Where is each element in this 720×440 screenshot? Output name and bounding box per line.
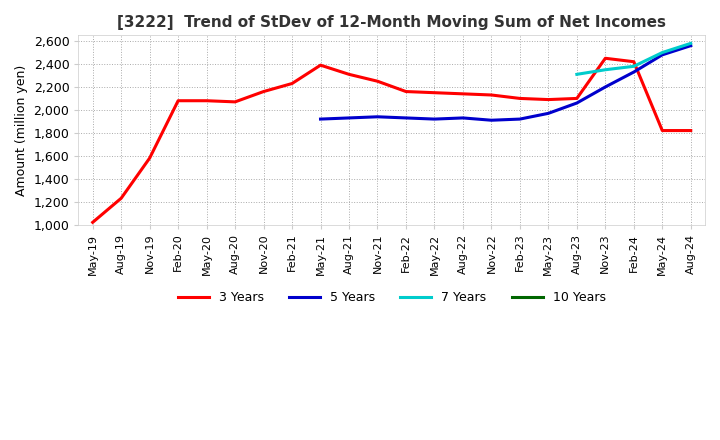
3 Years [89,220,97,225]
5 Years [544,111,553,116]
5 Years [316,117,325,122]
3 Years [601,55,610,61]
3 Years [174,98,182,103]
Title: [3222]  Trend of StDev of 12-Month Moving Sum of Net Incomes: [3222] Trend of StDev of 12-Month Moving… [117,15,666,30]
3 Years [487,92,496,98]
3 Years [345,72,354,77]
Line: 5 Years: 5 Years [320,46,690,120]
5 Years [487,117,496,123]
3 Years [117,196,125,201]
Line: 7 Years: 7 Years [577,44,690,74]
5 Years [430,117,438,122]
7 Years [572,72,581,77]
3 Years [231,99,240,105]
5 Years [572,100,581,106]
3 Years [629,59,638,64]
3 Years [572,96,581,101]
3 Years [686,128,695,133]
3 Years [288,81,297,86]
5 Years [402,115,410,121]
Line: 3 Years: 3 Years [93,58,690,222]
7 Years [601,67,610,73]
5 Years [516,117,524,122]
Legend: 3 Years, 5 Years, 7 Years, 10 Years: 3 Years, 5 Years, 7 Years, 10 Years [173,286,611,309]
5 Years [658,52,667,58]
5 Years [345,115,354,121]
Y-axis label: Amount (million yen): Amount (million yen) [15,64,28,196]
7 Years [686,41,695,46]
3 Years [402,89,410,94]
3 Years [459,91,467,96]
3 Years [202,98,211,103]
3 Years [373,79,382,84]
3 Years [145,155,154,161]
3 Years [544,97,553,102]
5 Years [459,115,467,121]
5 Years [629,70,638,75]
3 Years [259,89,268,94]
7 Years [629,64,638,69]
7 Years [658,50,667,55]
5 Years [373,114,382,119]
3 Years [430,90,438,95]
5 Years [686,43,695,48]
3 Years [516,96,524,101]
3 Years [316,62,325,68]
5 Years [601,84,610,90]
3 Years [658,128,667,133]
